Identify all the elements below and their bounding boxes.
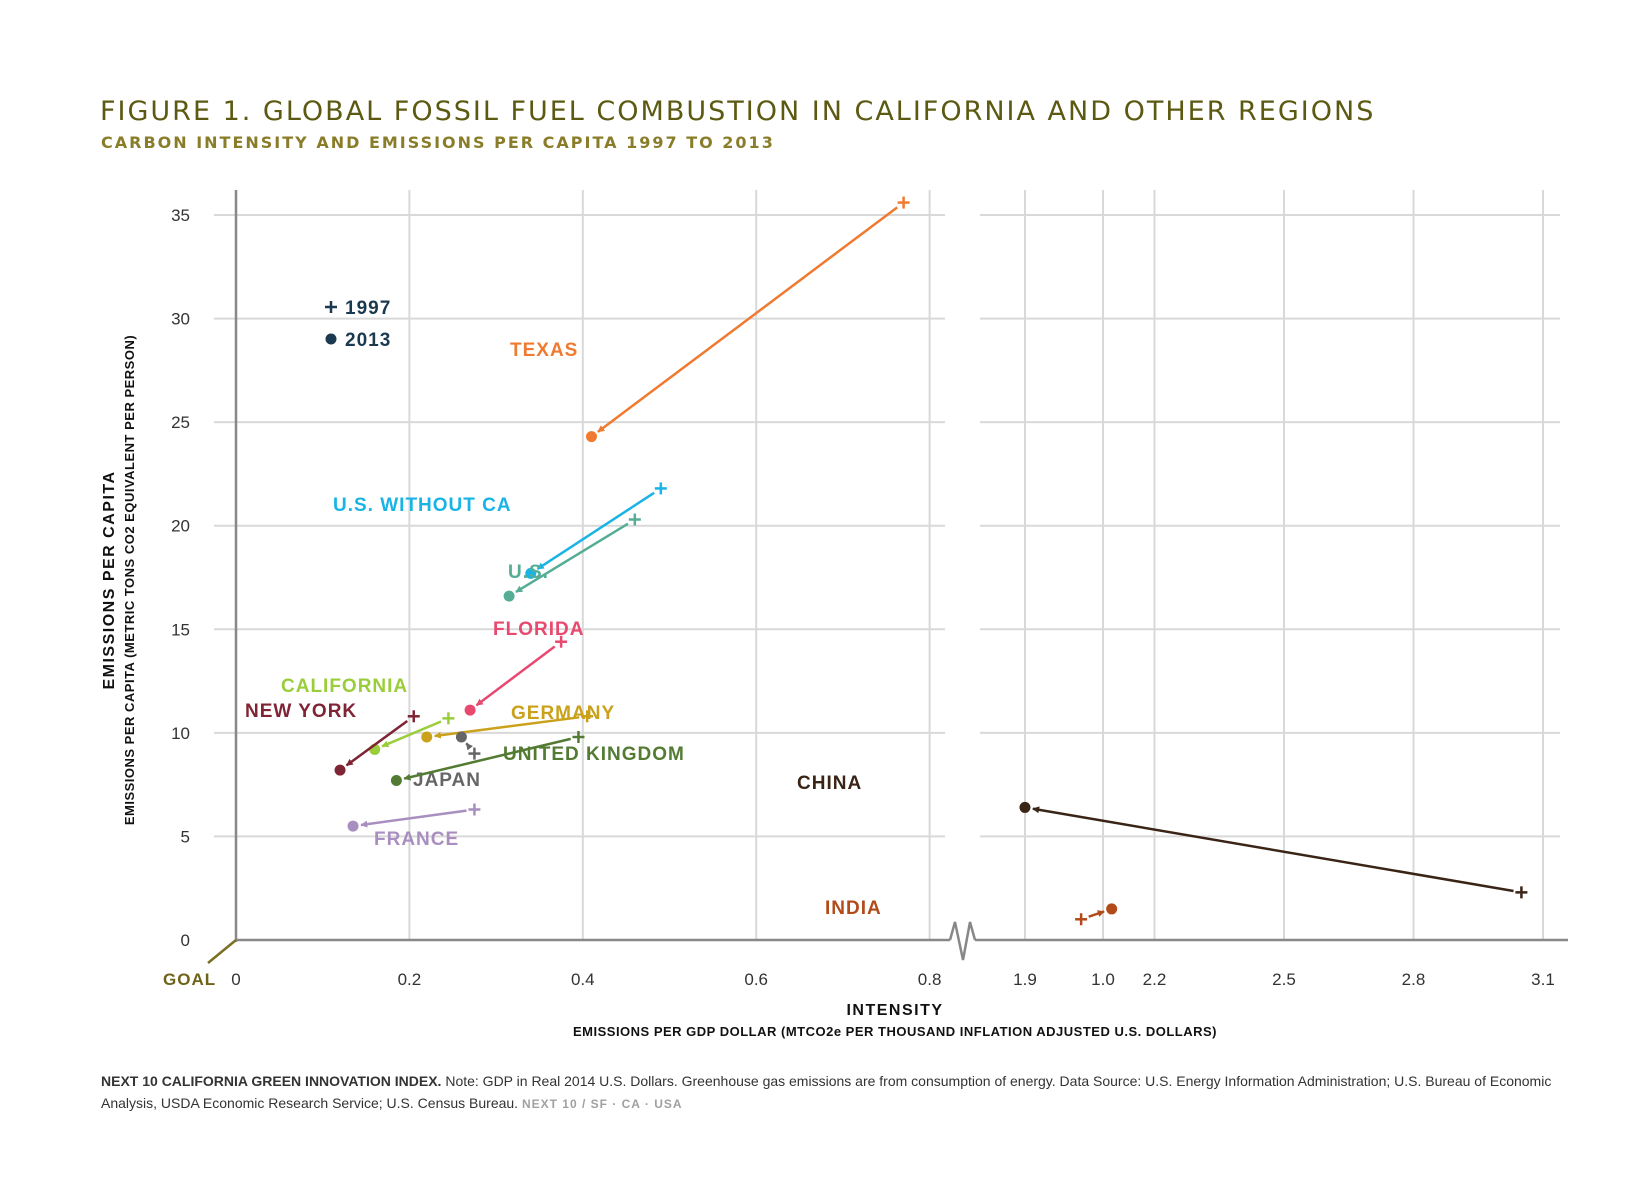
- point-2013: [347, 820, 359, 832]
- trend-arrow: [1088, 910, 1105, 918]
- x-tick-label: 0: [231, 970, 240, 989]
- point-1997: [1075, 913, 1088, 926]
- x-axis-subtitle: EMISSIONS PER GDP DOLLAR (MTCO2e PER THO…: [573, 1024, 1217, 1039]
- trend-arrow: [475, 645, 556, 707]
- series-texas: TEXAS: [510, 196, 910, 443]
- series-label: FLORIDA: [493, 619, 584, 640]
- legend-label-2013: 2013: [345, 330, 391, 351]
- point-1997: [442, 712, 455, 725]
- x-tick-label: 1.9: [1013, 970, 1037, 989]
- series-france: FRANCE: [347, 803, 481, 850]
- x-tick-label: 2.8: [1402, 970, 1426, 989]
- series-label: CALIFORNIA: [281, 676, 408, 697]
- axes: 0 5 10 15 20 25 30 35 0 0.2 0.4 0.6 0.8 1.0 1.9 2.2 2.5 2…: [163, 190, 1568, 989]
- y-tick-label: 5: [181, 827, 190, 846]
- point-1997: [1515, 886, 1528, 899]
- goal-label: GOAL: [163, 970, 216, 989]
- trend-arrow: [597, 206, 898, 433]
- y-tick-label: 20: [171, 517, 190, 536]
- trend-arrow: [403, 737, 571, 781]
- trend-arrow: [536, 491, 655, 571]
- series-label: NEW YORK: [245, 701, 357, 722]
- x-tick-label: 2.2: [1143, 970, 1167, 989]
- trend-arrow: [465, 742, 474, 751]
- y-tick-label: 35: [171, 206, 190, 225]
- x-tick-label: 0.4: [571, 970, 595, 989]
- point-2013: [585, 431, 597, 443]
- point-2013: [525, 567, 537, 579]
- trend-arrow: [360, 809, 467, 828]
- y-tick-label: 30: [171, 310, 190, 329]
- x-tick-label: 1.0: [1091, 970, 1115, 989]
- footnote-text: Note: GDP in Real 2014 U.S. Dollars. Gre…: [101, 1073, 1552, 1111]
- y-tick-label: 25: [171, 413, 190, 432]
- point-2013: [334, 764, 346, 776]
- point-2013: [390, 775, 402, 786]
- trend-arrow: [345, 719, 409, 767]
- series-label: U.S.: [508, 562, 549, 583]
- series-united-kingdom: UNITED KINGDOM: [390, 731, 685, 786]
- y-tick-label: 15: [171, 620, 190, 639]
- point-1997: [572, 731, 585, 743]
- trend-arrow: [381, 720, 442, 748]
- point-1997: [897, 196, 910, 209]
- point-1997: [468, 747, 481, 760]
- x-tick-label: 2.5: [1272, 970, 1296, 989]
- series-u-s-without-ca: U.S. WITHOUT CA: [333, 482, 667, 579]
- point-2013: [421, 731, 433, 743]
- point-2013: [1106, 903, 1118, 915]
- footnote-lead: NEXT 10 CALIFORNIA GREEN INNOVATION INDE…: [101, 1073, 442, 1089]
- point-1997: [555, 635, 568, 648]
- point-2013: [1019, 801, 1031, 813]
- footnote-brand: NEXT 10 / SF · CA · USA: [521, 1097, 683, 1111]
- series-label: U.S. WITHOUT CA: [333, 495, 512, 516]
- point-1997: [581, 710, 594, 723]
- point-1997: [407, 710, 420, 723]
- axis-break-mark: [948, 921, 977, 961]
- series-label: INDIA: [825, 898, 882, 919]
- point-2013: [455, 731, 467, 743]
- series-florida: FLORIDA: [464, 619, 584, 716]
- chart-title: FIGURE 1. GLOBAL FOSSIL FUEL COMBUSTION …: [100, 96, 1376, 127]
- grid: [214, 190, 1560, 940]
- legend-dot: [325, 333, 337, 345]
- series-label: TEXAS: [510, 340, 578, 361]
- point-1997: [468, 803, 481, 816]
- series-u-s: U.S.: [503, 513, 641, 602]
- x-tick-label: 0.2: [398, 970, 422, 989]
- point-2013: [464, 704, 476, 716]
- series-germany: GERMANY: [421, 703, 615, 743]
- axis-labels: INTENSITY EMISSIONS PER GDP DOLLAR (MTCO2…: [101, 335, 1217, 1039]
- series-label: JAPAN: [413, 770, 481, 791]
- series-india: INDIA: [825, 898, 1118, 926]
- x-tick-label: 0.6: [744, 970, 768, 989]
- footnote: NEXT 10 CALIFORNIA GREEN INNOVATION INDE…: [101, 1070, 1561, 1115]
- series-japan: JAPAN: [413, 731, 481, 791]
- point-1997: [654, 482, 667, 495]
- series-china: CHINA: [797, 773, 1528, 899]
- series-new-york: NEW YORK: [245, 701, 420, 776]
- series-label: GERMANY: [511, 703, 615, 724]
- y-axis-subtitle: EMISSIONS PER CAPITA (METRIC TONS CO2 EQ…: [122, 335, 137, 825]
- goal-line: [207, 939, 237, 964]
- y-tick-label: 10: [171, 724, 190, 743]
- chart-subtitle: CARBON INTENSITY AND EMISSIONS PER CAPIT…: [101, 133, 775, 152]
- point-1997: [628, 513, 641, 526]
- y-tick-label: 0: [181, 931, 190, 950]
- series-label: CHINA: [797, 773, 862, 794]
- legend: 1997 2013: [325, 298, 391, 351]
- series-label: UNITED KINGDOM: [503, 744, 685, 765]
- trend-arrow: [515, 522, 629, 594]
- legend-label-1997: 1997: [345, 298, 391, 319]
- series-layer: TEXAS U.S. WITHOUT CA U.S. FLORIDA CALIFORNI…: [245, 196, 1528, 926]
- trend-arrow: [1032, 806, 1514, 893]
- x-axis-title: INTENSITY: [846, 1002, 943, 1019]
- point-2013: [503, 590, 515, 602]
- series-label: FRANCE: [374, 829, 459, 850]
- x-tick-label: 3.1: [1531, 970, 1555, 989]
- y-axis-title: EMISSIONS PER CAPITA: [101, 470, 118, 689]
- x-tick-label: 0.8: [918, 970, 942, 989]
